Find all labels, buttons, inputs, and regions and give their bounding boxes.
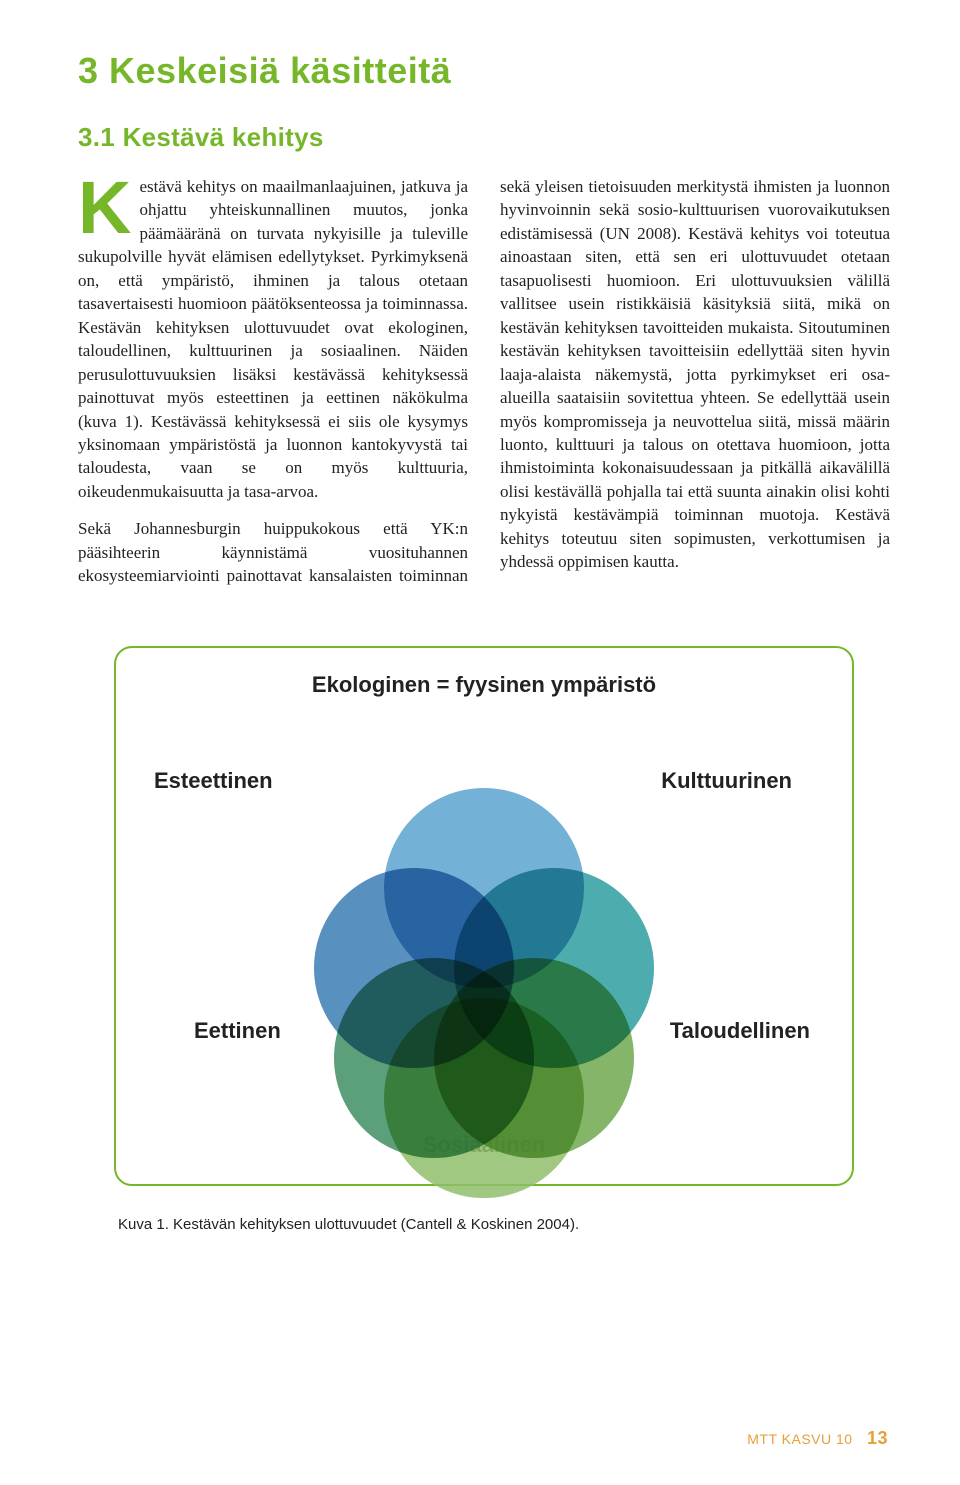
dropcap: K <box>78 175 139 237</box>
body-text: Kestävä kehitys on maailmanlaajuinen, ja… <box>78 175 890 588</box>
figure-caption: Kuva 1. Kestävän kehityksen ulottuvuudet… <box>118 1216 890 1233</box>
section-heading: 3.1 Kestävä kehitys <box>78 122 890 153</box>
paragraph-1: Kestävä kehitys on maailmanlaajuinen, ja… <box>78 175 468 503</box>
circle-sosiaalinen <box>384 998 584 1198</box>
page-footer: MTT KASVU 10 13 <box>747 1428 888 1449</box>
label-esteettinen: Esteettinen <box>154 768 273 794</box>
label-taloudellinen: Taloudellinen <box>670 1018 810 1044</box>
label-kulttuurinen: Kulttuurinen <box>661 768 792 794</box>
footer-page: 13 <box>867 1428 888 1448</box>
chapter-heading: 3 Keskeisiä käsitteitä <box>78 50 890 92</box>
footer-issue: MTT KASVU 10 <box>747 1431 852 1447</box>
label-eettinen: Eettinen <box>194 1018 281 1044</box>
figure-box: Ekologinen = fyysinen ympäristö Esteetti… <box>114 646 854 1186</box>
figure-title: Ekologinen = fyysinen ympäristö <box>116 672 852 698</box>
